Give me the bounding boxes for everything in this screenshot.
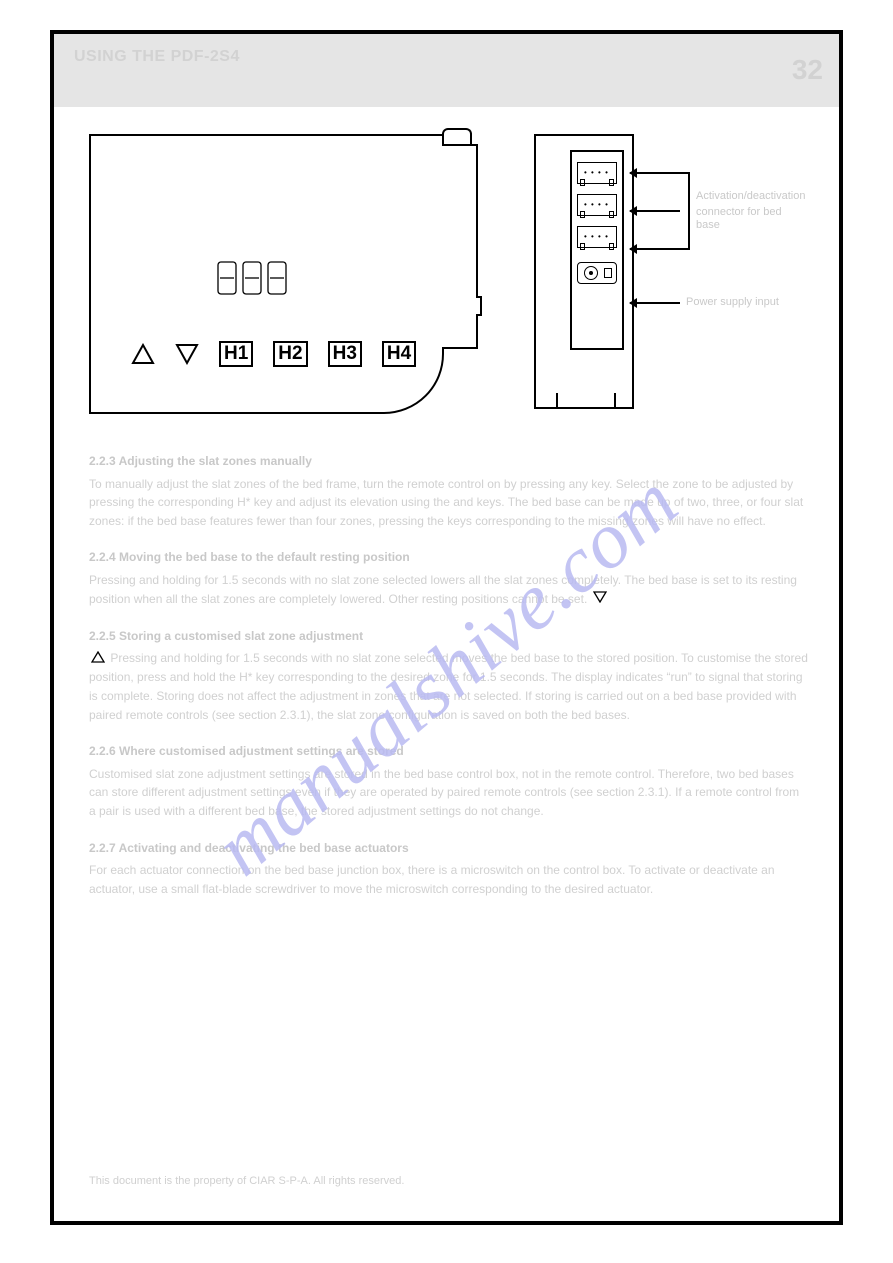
- callout-power-label: Power supply input: [686, 296, 796, 309]
- control-box-body: • • • • • • • • • • • •: [534, 134, 634, 409]
- connector-panel: • • • • • • • • • • • •: [570, 150, 624, 350]
- triangle-down-icon: [175, 343, 199, 365]
- section-2-2-4-body: Pressing and holding for 1.5 seconds wit…: [89, 571, 809, 609]
- panel-side-plate: [442, 144, 478, 349]
- arrow-icon: [630, 248, 680, 250]
- panel-side-notch: [476, 296, 482, 316]
- page-frame: USING THE PDF-2S4 32: [50, 30, 843, 1225]
- triangle-up-icon: [131, 343, 155, 365]
- rj45-port-1: • • • •: [577, 162, 617, 184]
- header-band: USING THE PDF-2S4 32: [54, 34, 839, 107]
- rj45-port-2: • • • •: [577, 194, 617, 216]
- arrow-icon: [630, 302, 680, 304]
- section-2-2-6-title: 2.2.6 Where customised adjustment settin…: [89, 742, 809, 761]
- button-row: H1 H2 H3 H4: [131, 341, 416, 367]
- page-number: 32: [792, 54, 823, 86]
- power-jack: [577, 262, 617, 284]
- body-text: 2.2.3 Adjusting the slat zones manually …: [89, 434, 809, 904]
- section-2-2-3-body: To manually adjust the slat zones of the…: [89, 475, 809, 531]
- inline-triangle-up-icon: [91, 650, 105, 669]
- rj45-port-3: • • • •: [577, 226, 617, 248]
- panel-body: H1 H2 H3 H4: [89, 134, 444, 414]
- section-2-2-7-title: 2.2.7 Activating and deactivating the be…: [89, 839, 809, 858]
- section-2-2-5-title: 2.2.5 Storing a customised slat zone adj…: [89, 627, 809, 646]
- button-h3: H3: [328, 341, 362, 367]
- button-h2: H2: [273, 341, 307, 367]
- button-h1: H1: [219, 341, 253, 367]
- arrow-icon: [630, 172, 680, 174]
- section-heading: USING THE PDF-2S4: [74, 48, 240, 66]
- control-box-side-illustration: • • • • • • • • • • • • Activation/deact…: [534, 134, 794, 414]
- section-2-2-3-title: 2.2.3 Adjusting the slat zones manually: [89, 452, 809, 471]
- section-2-2-4-title: 2.2.4 Moving the bed base to the default…: [89, 548, 809, 567]
- remote-control-illustration: H1 H2 H3 H4: [89, 134, 499, 414]
- seven-segment-display: [216, 261, 288, 305]
- section-2-2-5-body: Pressing and holding for 1.5 seconds wit…: [89, 649, 809, 724]
- callout-rj45-label1: Activation/deactivation: [696, 190, 796, 203]
- section-2-2-5-body-text: Pressing and holding for 1.5 seconds wit…: [89, 651, 808, 721]
- callout-rj45-label2: connector for bed base: [696, 206, 796, 232]
- section-2-2-6-body: Customised slat zone adjustment settings…: [89, 765, 809, 821]
- section-2-2-7-body: For each actuator connection on the bed …: [89, 861, 809, 898]
- inline-triangle-down-icon: [593, 590, 607, 609]
- section-2-2-4-body-text: Pressing and holding for 1.5 seconds wit…: [89, 573, 797, 606]
- button-h4: H4: [382, 341, 416, 367]
- footer-text: This document is the property of CIAR S-…: [89, 1175, 404, 1187]
- bracket-icon: [680, 172, 690, 250]
- arrow-icon: [630, 210, 680, 212]
